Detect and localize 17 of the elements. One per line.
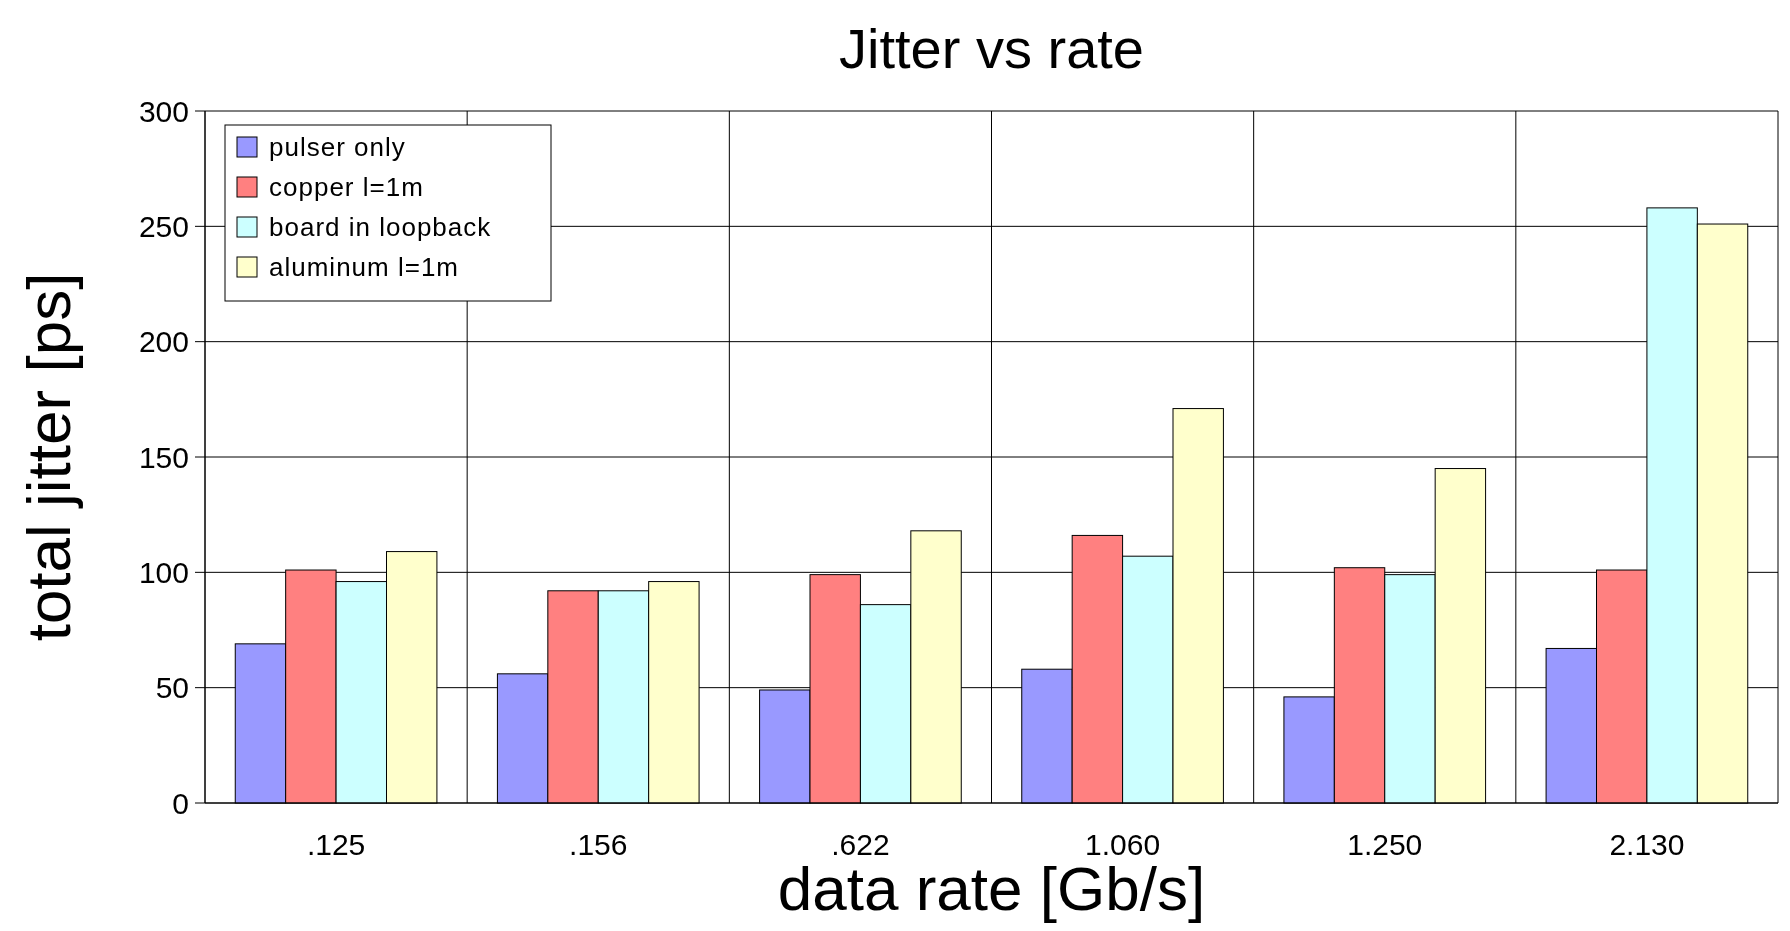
legend-label: copper l=1m [269, 172, 424, 203]
y-tick-label: 50 [155, 671, 189, 705]
chart-title: Jitter vs rate [839, 17, 1144, 80]
y-tick-label: 300 [138, 94, 189, 128]
y-tick-label: 150 [138, 440, 189, 474]
y-axis-title: total jitter [ps] [14, 272, 83, 642]
legend-label: aluminum l=1m [269, 252, 460, 283]
x-tick-label: .156 [569, 828, 628, 861]
legend-label: pulser only [269, 132, 406, 163]
y-tick-label: 0 [172, 786, 189, 820]
x-tick-label: 2.130 [1609, 828, 1685, 861]
y-tick-label: 250 [138, 209, 189, 243]
y-tick-label: 100 [138, 555, 189, 589]
x-tick-label: 1.250 [1347, 828, 1423, 861]
legend-label: board in loopback [269, 212, 492, 243]
y-tick-label: 200 [138, 325, 189, 359]
x-tick-label: .125 [306, 828, 366, 861]
